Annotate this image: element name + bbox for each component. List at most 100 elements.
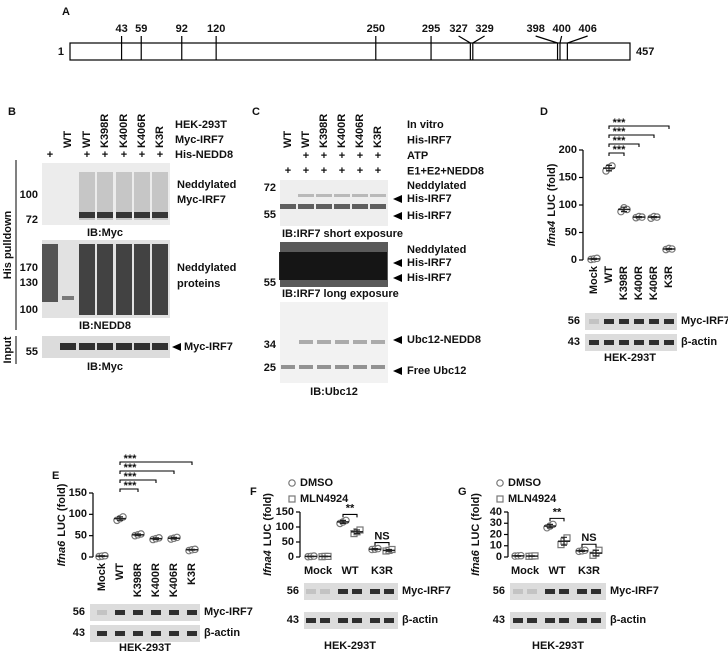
- blot: [585, 334, 677, 351]
- band: [353, 365, 367, 369]
- y-axis-unit: LUC (fold): [470, 493, 482, 546]
- panel-label: A: [62, 6, 70, 18]
- band: [97, 631, 107, 636]
- blot-caption: IB:Ubc12: [310, 386, 358, 398]
- plus-sign: +: [321, 150, 327, 162]
- legend-label: DMSO: [508, 477, 541, 489]
- error-bar: [547, 523, 553, 529]
- side-label: Input: [2, 336, 14, 363]
- band: [97, 212, 113, 218]
- band: [116, 212, 132, 218]
- blot-caption: IB:Myc: [87, 361, 123, 373]
- y-axis-label: Ifna4 LUC (fold): [546, 163, 558, 246]
- band: [151, 610, 161, 615]
- plus-sign: +: [47, 149, 53, 161]
- legend-marker: [496, 495, 504, 503]
- plus-sign: +: [102, 149, 108, 161]
- blot-label: β-actin: [204, 627, 240, 639]
- mw-marker: 100: [20, 189, 38, 201]
- mw-marker: 43: [493, 614, 505, 626]
- y-tick-label: 40: [490, 506, 502, 518]
- band: [545, 589, 555, 594]
- y-axis-gene: Ifna4: [546, 221, 558, 247]
- blot-label: Myc-IRF7: [681, 315, 728, 327]
- blot-label: β-actin: [610, 614, 646, 626]
- band: [369, 252, 387, 280]
- band: [619, 319, 629, 324]
- band: [351, 252, 369, 280]
- lane-label: WT: [282, 131, 294, 148]
- x-tick-label: K400R: [150, 563, 162, 597]
- plus-sign: +: [121, 149, 127, 161]
- x-tick-label: K398R: [618, 266, 630, 300]
- lane-label: K400R: [118, 114, 130, 148]
- panel-label: E: [52, 470, 59, 482]
- site-label: 329: [475, 23, 493, 35]
- band: [513, 618, 523, 623]
- significance-bracket: [549, 517, 565, 522]
- significance-bracket: [608, 134, 655, 138]
- plus-sign: +: [357, 150, 363, 162]
- y-axis-gene: Ifna6: [470, 549, 482, 576]
- mw-marker: 100: [20, 304, 38, 316]
- protein-bar: [69, 42, 631, 61]
- band: [152, 244, 168, 315]
- blot-label: His-IRF7: [407, 193, 452, 205]
- y-axis-label: Ifna6 LUC (fold): [56, 483, 68, 566]
- x-tick-label: K3R: [371, 565, 393, 577]
- blot-label: Myc-IRF7: [177, 194, 226, 206]
- band: [604, 340, 614, 345]
- site-tick: [458, 35, 471, 60]
- plus-sign: +: [375, 165, 381, 177]
- band: [316, 204, 332, 209]
- blot: [90, 604, 200, 621]
- side-label: His pulldown: [2, 211, 14, 280]
- blot-label: Neddylated: [177, 179, 236, 191]
- band: [298, 204, 314, 209]
- arrow: [393, 336, 402, 344]
- significance-label: NS: [581, 532, 596, 544]
- band: [371, 365, 385, 369]
- band: [134, 212, 150, 218]
- error-bar: [593, 549, 599, 557]
- y-tick-label: 50: [565, 226, 577, 238]
- lane-label: K406R: [136, 114, 148, 148]
- band: [97, 343, 113, 350]
- band: [664, 319, 674, 324]
- band: [353, 340, 367, 344]
- significance-label: ***: [124, 462, 138, 474]
- band: [384, 589, 394, 594]
- legend-marker: [288, 479, 296, 487]
- error-bar: [666, 247, 672, 251]
- mw-marker: 43: [73, 627, 85, 639]
- y-tick-label: 0: [496, 551, 502, 563]
- band: [42, 244, 58, 302]
- band: [338, 589, 348, 594]
- error-bar: [354, 529, 360, 535]
- y-tick-label: 30: [490, 517, 502, 529]
- band: [577, 589, 587, 594]
- band: [116, 343, 132, 350]
- blot-caption: IB:IRF7 short exposure: [282, 228, 403, 240]
- band: [316, 194, 332, 197]
- band: [370, 204, 386, 209]
- significance-bracket: [608, 125, 670, 129]
- mw-marker: 55: [264, 209, 276, 221]
- error-bar: [515, 554, 521, 557]
- y-axis-gene: Ifna4: [262, 550, 274, 576]
- mw-marker: 56: [73, 606, 85, 618]
- blot: [585, 313, 677, 330]
- label: 457: [636, 46, 654, 58]
- band: [649, 340, 659, 345]
- y-tick-label: 50: [282, 536, 294, 548]
- error-bar: [591, 257, 597, 261]
- x-tick-label: K398R: [132, 563, 144, 597]
- y-tick-label: 200: [559, 144, 577, 156]
- site-tick: [566, 35, 588, 60]
- significance-bracket: [342, 513, 358, 518]
- significance-label: ***: [124, 471, 138, 483]
- band: [79, 343, 95, 350]
- blot-label: Ubc12-NEDD8: [407, 334, 481, 346]
- band: [589, 340, 599, 345]
- significance-label: **: [553, 506, 562, 518]
